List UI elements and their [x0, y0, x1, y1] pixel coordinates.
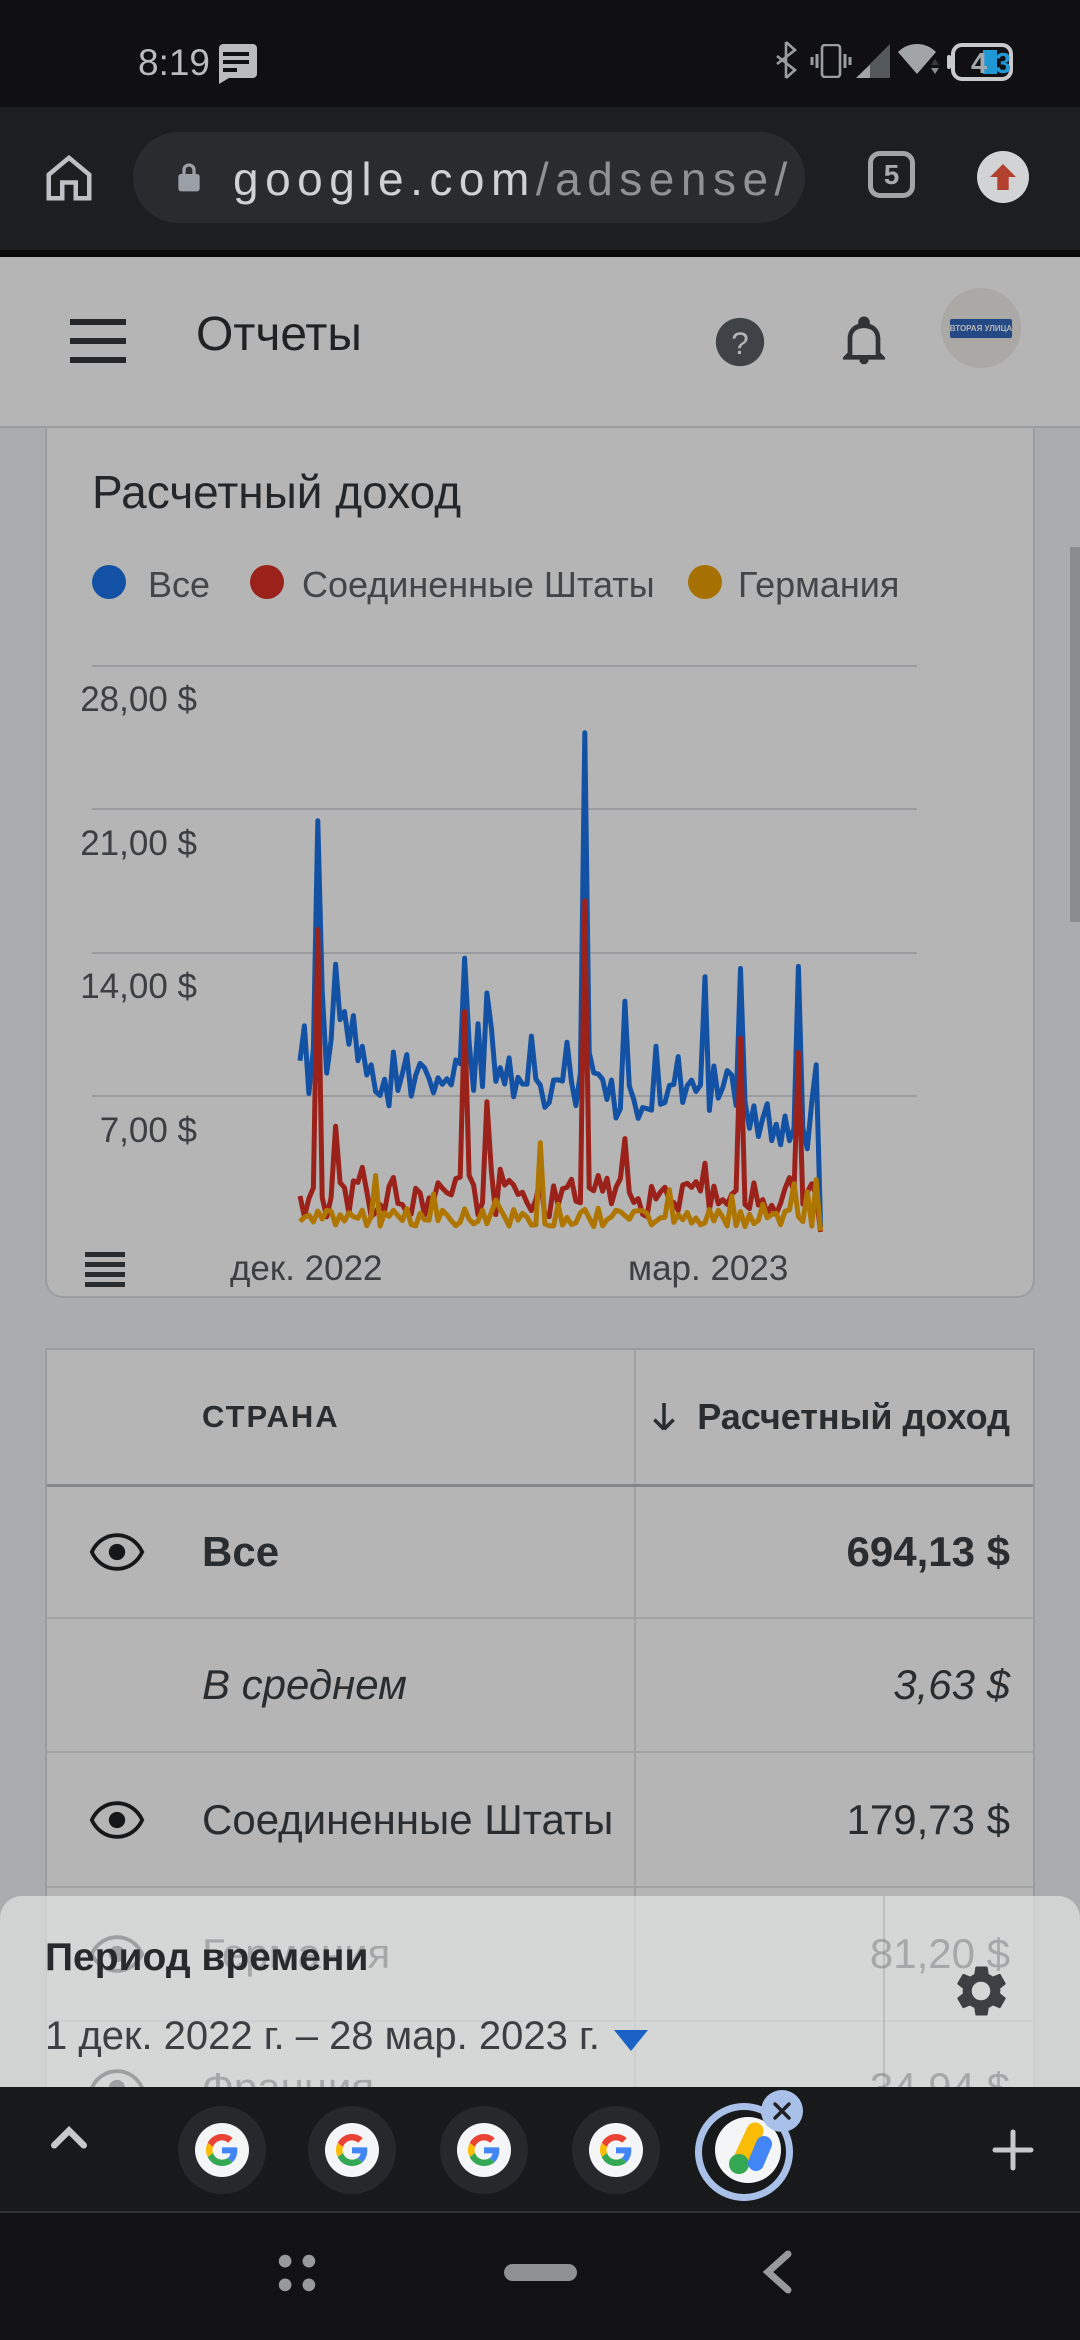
svg-text:?: ? — [731, 326, 748, 361]
svg-text:3: 3 — [995, 48, 1011, 80]
svg-text:4: 4 — [971, 48, 987, 80]
